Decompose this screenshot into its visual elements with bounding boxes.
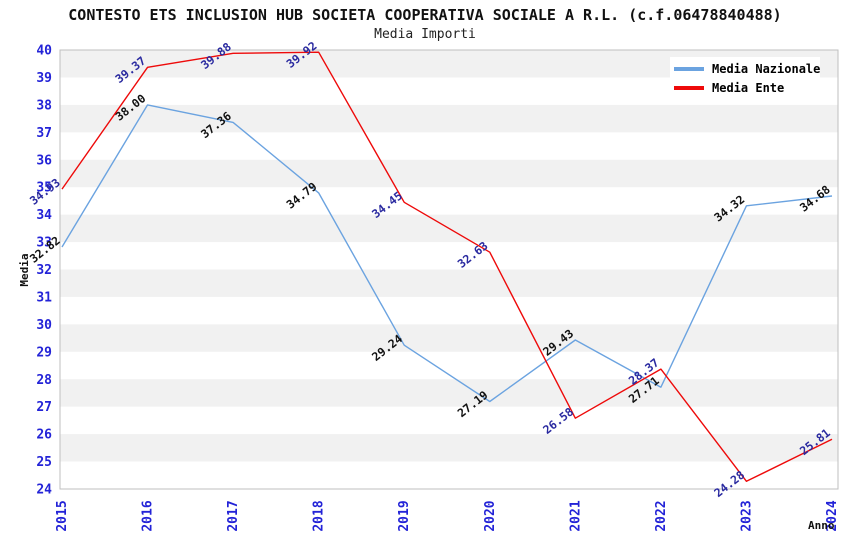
grid-stripe (60, 379, 838, 407)
x-tick-label: 2015 (55, 500, 70, 531)
x-tick-label: 2018 (312, 500, 327, 531)
x-tick-label: 2021 (568, 500, 583, 531)
y-tick-label: 34 (36, 208, 52, 223)
point-label: 24.28 (711, 468, 747, 500)
y-tick-label: 37 (36, 126, 52, 141)
y-tick-label: 36 (36, 153, 52, 168)
grid-stripe (60, 269, 838, 297)
x-tick-label: 2017 (226, 500, 241, 531)
legend-line-swatch-ente (674, 85, 704, 90)
point-label: 32.63 (455, 239, 491, 271)
y-tick-label: 28 (36, 373, 52, 388)
y-tick-label: 30 (36, 318, 52, 333)
y-tick-label: 32 (36, 263, 52, 278)
y-tick-label: 24 (36, 483, 52, 498)
x-tick-label: 2016 (141, 500, 156, 531)
legend-label: Media Ente (712, 80, 785, 95)
point-label: 26.58 (540, 405, 576, 437)
legend: Media Nazionale Media Ente (670, 57, 820, 99)
x-tick-label: 2024 (825, 500, 840, 531)
legend-item-media-ente: Media Ente (674, 78, 820, 97)
grid-stripe (60, 159, 838, 188)
grid-stripe (60, 324, 838, 352)
y-axis-title: Media (18, 253, 31, 287)
y-tick-label: 31 (36, 290, 52, 305)
y-tick-label: 29 (36, 345, 52, 360)
series-line-media-ente (61, 51, 833, 482)
legend-item-media-nazionale: Media Nazionale (674, 59, 820, 78)
y-tick-label: 40 (36, 44, 52, 59)
grid-stripe (60, 434, 838, 462)
legend-line-swatch-nazionale (674, 66, 704, 71)
y-tick-label: 27 (36, 400, 52, 415)
x-tick-label: 2023 (739, 500, 754, 531)
x-tick-label: 2022 (654, 500, 669, 531)
x-axis-title: Anno (808, 519, 835, 532)
series-line-media-nazionale (61, 104, 833, 403)
chart-title: CONTESTO ETS INCLUSION HUB SOCIETA COOPE… (68, 6, 782, 24)
legend-label: Media Nazionale (712, 61, 821, 76)
y-tick-label: 25 (36, 455, 52, 470)
x-tick-label: 2020 (483, 500, 498, 531)
y-tick-label: 26 (36, 428, 52, 443)
x-tick-label: 2019 (397, 500, 412, 531)
y-tick-label: 38 (36, 98, 52, 113)
plot-border (59, 49, 839, 490)
grid-stripe (60, 104, 838, 133)
chart-subtitle: Media Importi (374, 27, 476, 42)
y-tick-label: 39 (36, 71, 52, 86)
y-tick-label: 35 (36, 181, 52, 196)
y-tick-label: 33 (36, 236, 52, 251)
